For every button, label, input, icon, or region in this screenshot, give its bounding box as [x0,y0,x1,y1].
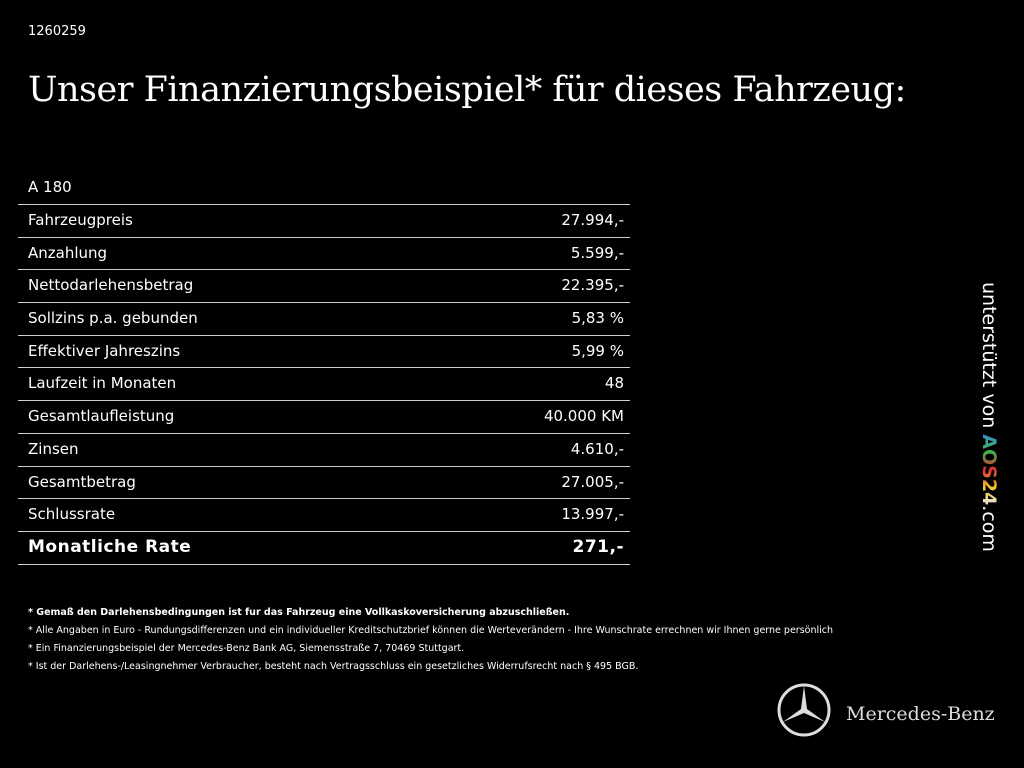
row-label: Anzahlung [28,243,108,262]
sponsor-prefix: unterstützt von [978,282,1000,429]
table-row: Fahrzeugpreis 27.994,- [18,205,630,238]
table-row: Laufzeit in Monaten 48 [18,368,630,402]
table-row: Gesamtbetrag 27.005,- [18,467,630,500]
row-value: 13.997,- [561,505,624,524]
row-label: Gesamtlaufleistung [28,407,175,426]
row-label: Zinsen [28,439,79,458]
footnote: * Ein Finanzierungsbeispiel der Mercedes… [28,643,465,654]
table-caption: A 180 [28,178,72,196]
sponsor: unterstützt von AOS24.com [978,282,1000,552]
row-value: 27.005,- [561,472,624,491]
total-label: Monatliche Rate [28,536,192,557]
brand-star [777,683,831,737]
row-label: Effektiver Jahreszins [28,341,181,360]
row-label: Schlussrate [28,505,116,524]
row-value: 5,99 % [571,341,624,360]
footnote: * Ist der Darlehens-/Leasingnehmer Verbr… [28,661,639,672]
row-value: 40.000 KM [543,407,624,426]
row-value: 27.994,- [561,211,624,229]
table-row: Schlussrate 13.997,- [18,499,630,532]
table-row: Anzahlung 5.599,- [18,238,630,271]
title: Unser Finanzierungsbeispiel* für dieses … [28,70,906,110]
footnotes: * Gemaß den Darlehensbedingungen ist fur… [28,604,833,676]
brand-name: Mercedes-Benz [846,703,995,725]
table-row: Gesamtlaufleistung 40.000 KM [18,401,630,434]
row-value: 22.395,- [561,276,624,295]
row-value: 48 [604,374,624,393]
table-row: Nettodarlehensbetrag 22.395,- [18,270,630,304]
total-value: 271,- [572,536,624,557]
table-row: Sollzins p.a. gebunden 5,83 % [18,303,630,336]
row-label: Sollzins p.a. gebunden [28,309,198,328]
total-row: Monatliche Rate 271,- [18,532,630,565]
finance-table: Fahrzeugpreis 27.994,- Anzahlung 5.599,- Net… [18,204,630,565]
row-value: 5,83 % [571,309,624,328]
row-value: 5.599,- [570,243,624,262]
row-label: Gesamtbetrag [28,472,136,491]
row-value: 4.610,- [570,439,624,458]
row-label: Nettodarlehensbetrag [28,276,194,295]
listing-id: 1260259 [28,24,86,39]
table-row: Zinsen 4.610,- [18,434,630,467]
sponsor-logo: AOS24 [978,434,1000,506]
sponsor-suffix: .com [978,505,1000,552]
row-label: Laufzeit in Monaten [28,374,177,393]
footnote: * Gemaß den Darlehensbedingungen ist fur… [28,607,570,618]
table-row: Effektiver Jahreszins 5,99 % [18,336,630,369]
footnote: * Alle Angaben in Euro - Rundungsdiffere… [28,625,833,636]
row-label: Fahrzeugpreis [28,211,133,229]
